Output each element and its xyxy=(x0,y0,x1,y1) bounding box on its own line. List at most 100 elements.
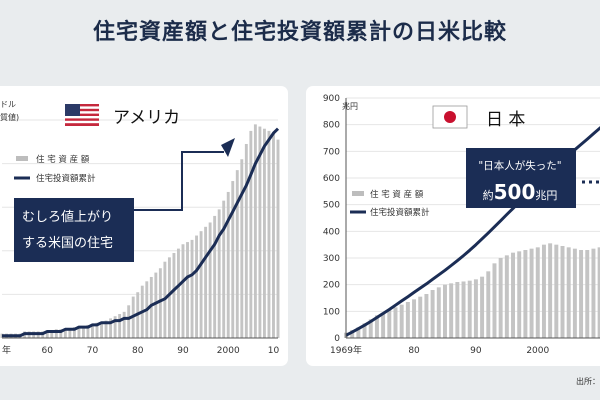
jp-axes: 1969年 80 90 2000 0 100 200 300 400 500 600 700 800 90… xyxy=(323,94,600,356)
us-bar xyxy=(222,200,226,338)
jp-bar xyxy=(548,243,553,338)
jp-bar xyxy=(480,276,485,338)
us-bar xyxy=(172,252,176,338)
jp-bar xyxy=(585,250,590,338)
us-bar xyxy=(253,124,257,338)
us-x-tick-label: 2000 xyxy=(217,346,240,356)
us-bar xyxy=(45,331,49,338)
us-x-tick-label: 70 xyxy=(87,346,99,356)
us-bar xyxy=(258,126,262,338)
jp-bar xyxy=(504,255,509,338)
jp-legend-bar-swatch xyxy=(352,191,364,196)
us-bar xyxy=(272,133,275,338)
jp-bar xyxy=(473,279,478,338)
us-bar xyxy=(244,143,248,338)
jp-bar xyxy=(560,246,565,338)
us-flag-icon xyxy=(65,104,99,126)
jp-bar xyxy=(566,247,571,338)
us-bar xyxy=(113,316,117,338)
jp-y-tick-label: 0 xyxy=(334,334,340,344)
jp-y-tick-label: 700 xyxy=(323,147,340,157)
us-bar xyxy=(190,239,194,338)
us-bar xyxy=(195,235,199,338)
us-cumulative-line xyxy=(2,127,280,338)
us-unit-label: ドル xyxy=(0,100,16,109)
us-bar xyxy=(122,311,126,338)
jp-x-tick-label: 80 xyxy=(408,346,420,356)
page-title: 住宅資産額と住宅投資額累計の日米比較 xyxy=(92,20,507,45)
jp-chart-panel: 1969年 80 90 2000 0 100 200 300 400 500 600 700 800 90… xyxy=(306,86,600,366)
jp-bar xyxy=(461,281,466,338)
jp-bar xyxy=(498,258,503,338)
jp-y-tick-label: 100 xyxy=(323,307,340,317)
us-legend-line-label: 住宅投資額累計 xyxy=(36,173,96,184)
us-bar xyxy=(204,226,208,338)
us-bar xyxy=(95,322,99,338)
jp-bar xyxy=(350,330,355,338)
jp-bar xyxy=(455,282,460,338)
us-bar xyxy=(240,159,244,338)
jp-bar xyxy=(387,310,392,338)
jp-legend-line-label: 住宅投資額累計 xyxy=(370,207,430,218)
us-x-tick-label: 90 xyxy=(177,346,189,356)
jp-legend-bar-label: 住 宅 資 産 額 xyxy=(370,189,424,200)
us-bar xyxy=(68,329,72,338)
us-chart-panel: 年 60 70 80 90 2000 10 ドル 質値) アメリカ 住 宅 資 産 額 住宅… xyxy=(0,86,288,366)
us-country-label: アメリカ xyxy=(113,108,180,128)
jp-bar xyxy=(597,247,600,338)
us-bar xyxy=(177,248,180,338)
us-bar xyxy=(100,322,103,338)
us-callout-connector xyxy=(134,151,224,211)
us-bar xyxy=(181,244,185,338)
us-bar xyxy=(72,327,76,338)
us-callout-arrowhead xyxy=(221,138,235,157)
jp-bars xyxy=(344,243,600,338)
source-note: 出所： xyxy=(576,377,600,386)
us-bar xyxy=(81,327,85,338)
jp-bar xyxy=(467,280,472,338)
us-bar xyxy=(59,329,63,338)
us-x-tick-label: 年 xyxy=(2,344,11,356)
us-bar xyxy=(109,318,113,338)
jp-chart: 1969年 80 90 2000 0 100 200 300 400 500 600 700 800 90… xyxy=(323,94,600,356)
jp-bar xyxy=(523,250,528,338)
jp-bar xyxy=(424,294,429,338)
jp-callout-prefix: 約 xyxy=(483,188,494,202)
us-bar xyxy=(199,231,203,338)
us-bar xyxy=(77,327,81,338)
us-bar xyxy=(104,320,108,338)
jp-bar xyxy=(405,302,410,338)
jp-y-tick-label: 200 xyxy=(323,281,340,291)
jp-callout-amount: 500 xyxy=(494,180,536,204)
us-bar xyxy=(127,305,131,338)
jp-bar xyxy=(449,283,454,338)
jp-bar xyxy=(430,290,435,338)
us-callout-line-2: する米国の住宅 xyxy=(22,236,113,251)
jp-y-tick-label: 600 xyxy=(323,174,340,184)
us-bar xyxy=(50,331,54,338)
jp-y-tick-label: 900 xyxy=(323,94,340,104)
us-x-tick-label: 60 xyxy=(42,346,54,356)
jp-x-tick-label: 1969年 xyxy=(330,344,362,356)
us-bar xyxy=(149,276,153,338)
jp-bar xyxy=(418,296,423,338)
us-bar xyxy=(226,191,230,338)
jp-bar xyxy=(554,244,559,338)
jp-bar xyxy=(374,315,379,338)
jp-bar xyxy=(368,319,373,338)
us-bar xyxy=(208,222,212,338)
us-bar xyxy=(91,324,94,338)
jp-bar xyxy=(381,312,386,338)
jp-unit-label: 兆円 xyxy=(342,101,358,111)
us-bar xyxy=(167,257,171,338)
jp-bar xyxy=(412,299,417,338)
us-bar xyxy=(158,268,162,338)
jp-bar xyxy=(356,327,361,338)
us-bar xyxy=(63,329,67,338)
us-bar xyxy=(86,324,90,338)
jp-bar xyxy=(541,244,546,338)
us-x-tick-label: 80 xyxy=(132,346,144,356)
jp-bar xyxy=(591,248,596,338)
us-bar xyxy=(249,130,253,338)
us-bar xyxy=(235,170,239,338)
